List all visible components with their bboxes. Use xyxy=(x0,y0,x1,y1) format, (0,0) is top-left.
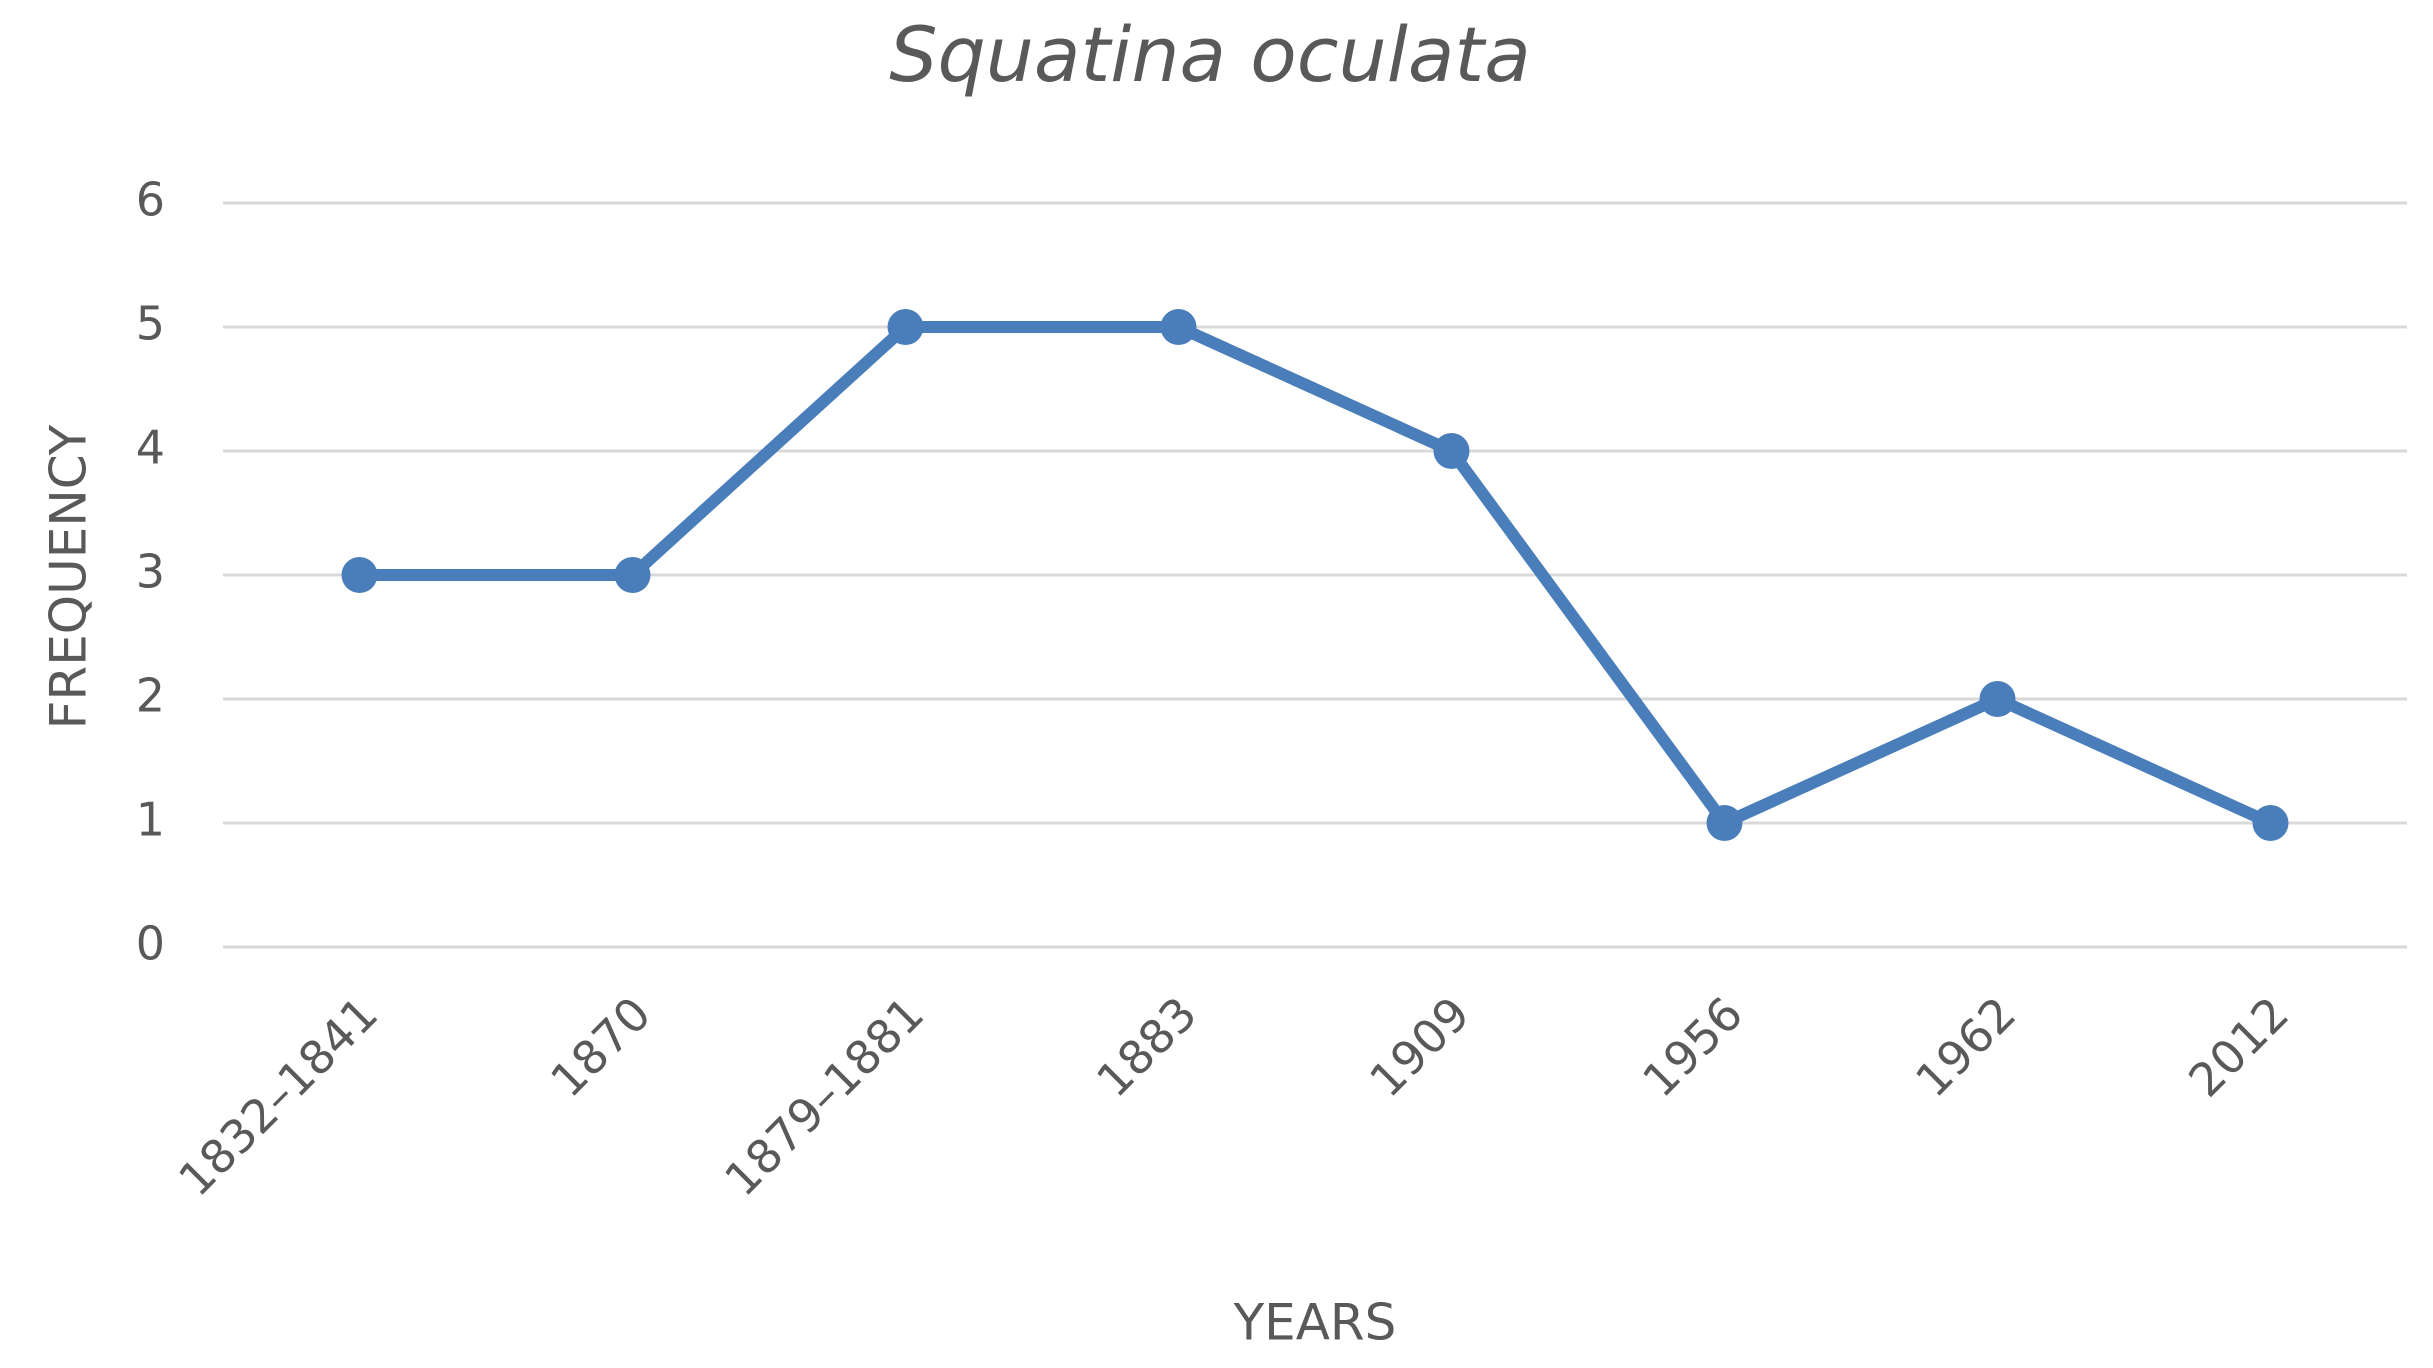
data-point xyxy=(1706,805,1743,841)
x-tick-label: 1832–1841 xyxy=(168,986,388,1206)
x-tick-label: 1956 xyxy=(1632,986,1753,1107)
x-axis-title: YEARS xyxy=(1233,1294,1397,1352)
data-line xyxy=(359,321,2273,829)
y-tick-label: 0 xyxy=(136,917,165,971)
y-tick-label: 2 xyxy=(136,669,165,723)
x-tick-label: 1962 xyxy=(1905,986,2026,1107)
data-point xyxy=(2252,805,2289,841)
y-tick-label: 3 xyxy=(136,545,165,599)
x-tick-label: 1883 xyxy=(1086,986,1207,1107)
data-point xyxy=(341,557,378,593)
y-tick-label: 5 xyxy=(136,297,165,351)
data-point xyxy=(614,557,651,593)
x-tick-label: 2012 xyxy=(2178,986,2299,1107)
chart-title: Squatina oculata xyxy=(889,10,1531,99)
data-point xyxy=(1979,681,2016,717)
y-tick-label: 4 xyxy=(136,421,165,475)
y-tick-label: 6 xyxy=(136,173,165,227)
y-axis-title: FREQUENCY xyxy=(40,424,98,729)
data-point xyxy=(1433,433,1470,469)
data-point xyxy=(1160,309,1197,345)
data-point xyxy=(887,309,924,345)
x-tick-label: 1909 xyxy=(1359,986,1480,1107)
x-tick-label: 1870 xyxy=(540,986,661,1107)
y-tick-label: 1 xyxy=(136,793,165,847)
x-tick-label: 1879–1881 xyxy=(714,986,934,1206)
